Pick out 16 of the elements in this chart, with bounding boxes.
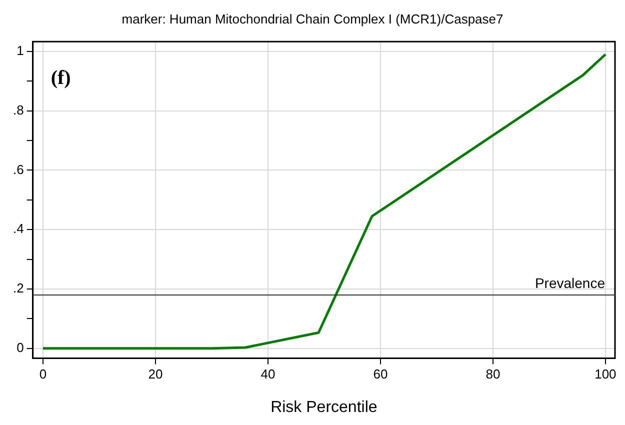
- x-tick-label: 60: [373, 366, 388, 382]
- y-tick-label: 0: [16, 340, 24, 355]
- x-tick-label: 100: [594, 366, 616, 382]
- x-tick-label: 80: [486, 366, 500, 382]
- x-tick-label: 0: [39, 366, 47, 382]
- chart-title: marker: Human Mitochondrial Chain Complex I (MCR1)/Caspase7: [122, 11, 504, 26]
- x-tick-label: 20: [148, 366, 163, 382]
- y-tick-label: .4: [13, 221, 24, 236]
- y-tick-label: .8: [13, 102, 24, 118]
- y-tick-label: .6: [13, 162, 24, 177]
- x-axis-title: Risk Percentile: [270, 398, 378, 416]
- annotation: (f): [50, 66, 71, 89]
- x-tick-label: 40: [260, 366, 276, 382]
- y-tick-label: 1: [16, 42, 24, 58]
- y-tick-label: .2: [13, 280, 24, 296]
- ref-line-label: Prevalence: [534, 274, 606, 291]
